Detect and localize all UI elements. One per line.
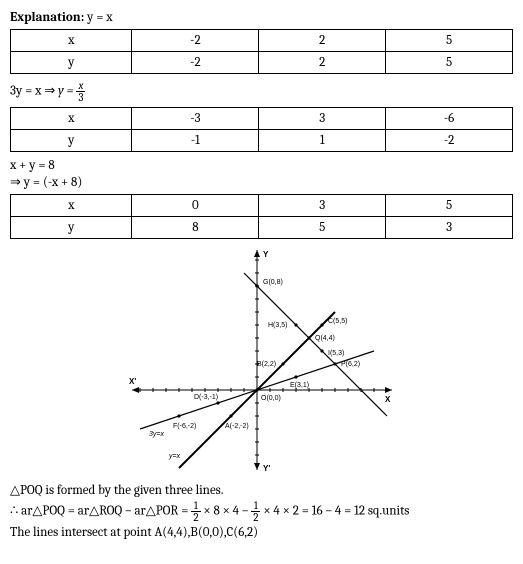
row-header: x xyxy=(11,195,132,217)
frac-den: 2 xyxy=(191,512,200,523)
eq-xy8-l1: x + y = 8 xyxy=(10,158,513,173)
explanation-label: Explanation: xyxy=(10,10,84,25)
svg-text:X: X xyxy=(385,395,391,404)
table-xy8: x 0 3 5 y 8 5 3 xyxy=(10,194,513,239)
frac-den: 3 xyxy=(76,92,85,103)
svg-text:Y: Y xyxy=(263,250,269,259)
table-row: y -1 1 -2 xyxy=(11,130,513,152)
conclusion-l2: ∴ ar△POQ = ar△ROQ – ar△POR = 12 × 8 × 4 … xyxy=(10,500,513,523)
heading-line: Explanation: y = x xyxy=(10,10,513,25)
concl-lead: ∴ ar△POQ = ar△ROQ – ar△POR = xyxy=(10,504,191,519)
row-header: x xyxy=(11,108,132,130)
cell: 5 xyxy=(386,30,513,52)
eq-xy8-l2: ⇒ y = (-x + 8) xyxy=(10,175,513,190)
cell: -2 xyxy=(386,130,513,152)
svg-text:I(5,3): I(5,3) xyxy=(328,350,344,357)
table-yx: x -2 2 5 y -2 2 5 xyxy=(10,29,513,74)
cell: -2 xyxy=(132,52,259,74)
fraction-x3: x 3 xyxy=(76,80,85,103)
svg-text:3y=x: 3y=x xyxy=(149,431,164,438)
svg-text:G(0,8): G(0,8) xyxy=(263,279,283,286)
conclusion-l1: △POQ is formed by the given three lines. xyxy=(10,483,513,498)
row-header: x xyxy=(11,30,132,52)
svg-text:B(2,2): B(2,2) xyxy=(257,361,276,368)
svg-text:A(-2,-2): A(-2,-2) xyxy=(225,423,249,430)
table-row: y 8 5 3 xyxy=(11,217,513,239)
cell: 3 xyxy=(259,195,386,217)
svg-text:F(-6,-2): F(-6,-2) xyxy=(173,423,196,430)
row-header: y xyxy=(11,217,132,239)
concl-tail: × 4 × 2 = 16 – 4 = 12 sq.units xyxy=(260,504,409,519)
cell: 5 xyxy=(386,52,513,74)
svg-text:D(-3,-1): D(-3,-1) xyxy=(194,394,218,401)
cell: 0 xyxy=(132,195,259,217)
concl-mid: × 8 × 4 – xyxy=(201,504,252,519)
table-row: x -3 3 -6 xyxy=(11,108,513,130)
eq2-rhs-lead: y = xyxy=(58,84,73,99)
graph-figure: Y Y' X X' y=x 3y=x G(0,8) C(5,5) H(3,5) Q(4,4) I(5… xyxy=(10,245,513,479)
graph-svg: Y Y' X X' y=x 3y=x G(0,8) C(5,5) H(3,5) Q(4,4) I(5… xyxy=(127,245,397,475)
arrow-icon: ⇒ xyxy=(44,84,55,99)
svg-text:y=x: y=x xyxy=(168,453,181,460)
cell: -2 xyxy=(132,30,259,52)
cell: 2 xyxy=(259,52,386,74)
svg-text:X': X' xyxy=(129,377,136,386)
cell: -1 xyxy=(132,130,259,152)
eq3-rhs: y = (-x + 8) xyxy=(24,175,83,190)
cell: 3 xyxy=(386,217,513,239)
eq-3yx: 3y = x ⇒ y = x 3 xyxy=(10,80,513,103)
eq-yx: y = x xyxy=(87,10,112,25)
svg-text:C(5,5): C(5,5) xyxy=(328,318,347,325)
svg-text:P(6,2): P(6,2) xyxy=(341,361,360,368)
conclusion-l3: The lines intersect at point A(4,4),B(0,… xyxy=(10,525,513,540)
row-header: y xyxy=(11,52,132,74)
svg-text:H(3,5): H(3,5) xyxy=(268,322,287,329)
cell: 3 xyxy=(259,108,386,130)
svg-text:Q(4,4): Q(4,4) xyxy=(315,335,335,342)
cell: 1 xyxy=(259,130,386,152)
svg-text:E(3,1): E(3,1) xyxy=(290,382,309,389)
cell: 5 xyxy=(259,217,386,239)
cell: -6 xyxy=(386,108,513,130)
cell: -3 xyxy=(132,108,259,130)
table-3yx: x -3 3 -6 y -1 1 -2 xyxy=(10,107,513,152)
arrow-icon: ⇒ xyxy=(10,175,21,190)
svg-text:Y': Y' xyxy=(263,464,270,473)
fraction-half-1: 12 xyxy=(191,500,200,523)
eq2-lhs: 3y = x xyxy=(10,84,41,99)
row-header: y xyxy=(11,130,132,152)
svg-text:O(0,0): O(0,0) xyxy=(261,395,281,402)
table-row: y -2 2 5 xyxy=(11,52,513,74)
cell: 2 xyxy=(259,30,386,52)
table-row: x -2 2 5 xyxy=(11,30,513,52)
cell: 8 xyxy=(132,217,259,239)
table-row: x 0 3 5 xyxy=(11,195,513,217)
cell: 5 xyxy=(386,195,513,217)
